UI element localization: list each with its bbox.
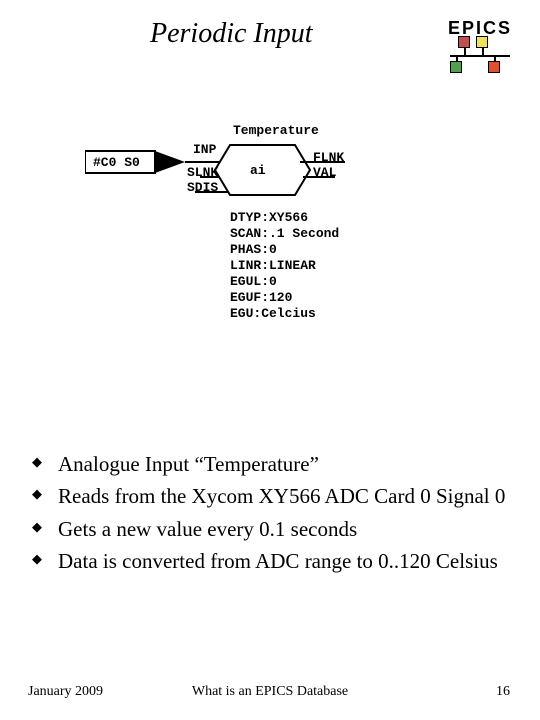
port-sdis-label: SDIS	[187, 180, 218, 195]
field-1: SCAN:.1 Second	[230, 226, 339, 241]
page-number: 16	[496, 684, 510, 700]
bullet-item: Reads from the Xycom XY566 ADC Card 0 Si…	[32, 482, 508, 510]
logo-box-3	[450, 61, 462, 73]
logo-box-4	[488, 61, 500, 73]
bullet-item: Data is converted from ADC range to 0..1…	[32, 547, 508, 575]
page-title: Periodic Input	[150, 18, 313, 50]
logo-box-2	[476, 36, 488, 48]
record-name-label: Temperature	[233, 123, 319, 138]
record-diagram: #C0 S0 Temperature ai INP SLNK SDIS FLNK…	[85, 115, 445, 345]
port-flnk-label: FLNK	[313, 150, 344, 165]
footer: January 2009 What is an EPICS Database 1…	[0, 684, 540, 700]
field-6: EGU:Celcius	[230, 306, 316, 321]
bullet-item: Analogue Input “Temperature”	[32, 450, 508, 478]
bullet-list: Analogue Input “Temperature” Reads from …	[32, 450, 508, 579]
epics-logo: EPICS	[448, 18, 512, 73]
logo-box-1	[458, 36, 470, 48]
field-0: DTYP:XY566	[230, 210, 308, 225]
field-2: PHAS:0	[230, 242, 277, 257]
port-inp-label: INP	[193, 142, 216, 157]
field-4: EGUL:0	[230, 274, 277, 289]
hw-address-label: #C0 S0	[93, 155, 140, 170]
port-val-label: VAL	[313, 165, 336, 180]
record-type-label: ai	[250, 163, 266, 178]
footer-title: What is an EPICS Database	[192, 684, 348, 700]
field-3: LINR:LINEAR	[230, 258, 316, 273]
port-slnk-label: SLNK	[187, 165, 218, 180]
epics-logo-graphic	[450, 41, 510, 73]
bullet-item: Gets a new value every 0.1 seconds	[32, 515, 508, 543]
field-5: EGUF:120	[230, 290, 292, 305]
footer-date: January 2009	[28, 684, 103, 700]
